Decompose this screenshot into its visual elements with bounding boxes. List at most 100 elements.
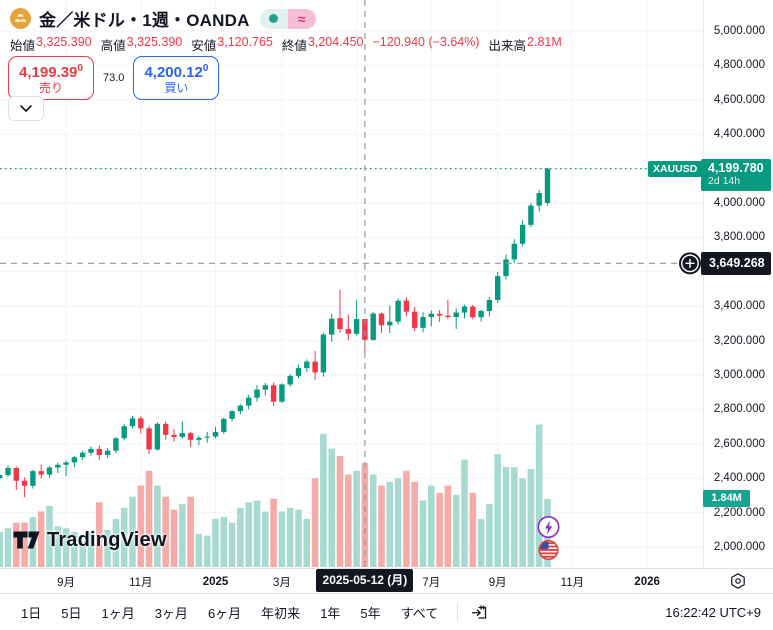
range-button-すべて[interactable]: すべて — [392, 599, 448, 626]
candle — [121, 426, 127, 439]
volume-bar — [96, 502, 103, 567]
close-label: 終値 — [281, 39, 307, 53]
collapse-panel-button[interactable] — [8, 96, 44, 121]
range-button-3ヶ月[interactable]: 3ヶ月 — [146, 599, 197, 626]
gold-instrument-icon[interactable] — [10, 8, 31, 29]
volume-bar — [179, 504, 186, 567]
candle — [387, 321, 393, 326]
candle — [420, 317, 426, 328]
range-button-6ヶ月[interactable]: 6ヶ月 — [199, 599, 250, 626]
candle — [13, 468, 19, 481]
price-axis[interactable]: 5,000.000 4,800.000 4,600.000 4,400.000 4,00… — [703, 0, 773, 568]
crosshair-date-badge: 2025-05-12 (月) — [316, 569, 414, 592]
volume-bar — [328, 448, 335, 567]
price-tick-label: 2,400.000 — [713, 472, 765, 485]
candle — [71, 457, 78, 463]
candle — [80, 452, 86, 458]
symbol-title[interactable]: 金／米ドル・1週・OANDA — [39, 11, 250, 30]
price-tick-label: 5,000.000 — [713, 25, 765, 37]
candle — [295, 368, 302, 376]
economic-event-us-flag-icon[interactable] — [538, 539, 559, 561]
candle — [104, 450, 111, 455]
range-button-1年[interactable]: 1年 — [311, 599, 349, 626]
candle — [21, 480, 28, 486]
candle — [55, 464, 61, 468]
volume-bar — [311, 478, 319, 567]
volume-bar — [278, 511, 286, 567]
volume-bar — [145, 470, 153, 567]
crosshair-plus-button[interactable] — [679, 252, 701, 275]
volume-bar — [129, 496, 136, 567]
price-chart-canvas[interactable] — [0, 0, 703, 568]
candle — [204, 436, 210, 438]
volume-bar — [527, 468, 535, 567]
volume-layer — [0, 424, 551, 567]
candle — [46, 467, 53, 475]
range-button-1日[interactable]: 1日 — [12, 599, 50, 626]
volume-bar — [62, 528, 70, 567]
volume-label: 出来高 — [488, 39, 527, 53]
range-button-1ヶ月[interactable]: 1ヶ月 — [92, 599, 143, 626]
candle — [5, 468, 11, 476]
price-tick-label: 2,600.000 — [713, 437, 765, 450]
range-button-年初来[interactable]: 年初来 — [252, 599, 309, 626]
volume-bar — [394, 478, 402, 567]
candle — [511, 243, 517, 260]
range-button-5年[interactable]: 5年 — [351, 599, 389, 626]
candle — [212, 431, 219, 437]
volume-bar — [203, 535, 211, 567]
market-open-indicator — [259, 8, 288, 29]
candle — [221, 418, 227, 432]
volume-bar — [303, 518, 311, 567]
candle — [304, 361, 310, 369]
economic-event-lightning-icon[interactable] — [537, 515, 560, 539]
volume-bar — [87, 531, 95, 567]
volume-bar — [502, 467, 510, 567]
last-price-badge[interactable]: 4,199.780 2d 14h — [701, 158, 771, 191]
volume-bar — [419, 500, 427, 567]
low-value: 3,120.765 — [217, 35, 273, 49]
volume-bar — [535, 424, 543, 567]
volume-bar — [137, 485, 145, 567]
candle — [96, 448, 102, 455]
sell-label: 売り — [38, 81, 63, 95]
volume-bar — [237, 507, 244, 567]
candle — [279, 384, 285, 402]
volume-bar — [444, 485, 452, 567]
candle — [229, 411, 235, 419]
scales-settings-icon[interactable] — [729, 572, 747, 590]
candle — [0, 475, 3, 479]
candle — [503, 259, 509, 277]
bottom-toolbar: 1日 5日 1ヶ月 3ヶ月 6ヶ月 年初来 1年 5年 すべて 16:22:42 UTC+9 — [0, 593, 773, 630]
volume-bar — [120, 507, 128, 567]
candle — [519, 224, 526, 244]
price-tick-label: 4,000.000 — [713, 197, 765, 209]
candle — [461, 306, 468, 313]
candle — [445, 315, 451, 318]
sell-price: 4,199.39 — [19, 64, 78, 81]
candle — [495, 276, 501, 301]
volume-bar — [170, 509, 178, 567]
buy-button[interactable]: 4,200.120 買い — [133, 56, 220, 100]
candle — [312, 361, 318, 373]
volume-bar — [361, 463, 369, 567]
candle — [378, 313, 385, 326]
time-tick-label: 11月 — [560, 576, 585, 589]
toolbar-divider — [457, 602, 459, 622]
chevron-down-icon — [20, 105, 32, 112]
volume-bar — [353, 470, 360, 567]
volume-bar — [486, 504, 493, 567]
price-tick-label: 2,800.000 — [713, 403, 765, 416]
market-status-badge[interactable]: ≈ — [259, 8, 316, 29]
volume-bar — [262, 511, 269, 567]
candles-layer — [0, 167, 551, 498]
candle — [362, 319, 368, 340]
sell-button[interactable]: 4,199.390 売り — [8, 56, 94, 100]
buy-pip: 0 — [202, 63, 209, 74]
range-button-5日[interactable]: 5日 — [52, 599, 90, 626]
candle — [470, 306, 476, 318]
candle — [337, 318, 343, 330]
session-clock[interactable]: 16:22:42 UTC+9 — [665, 604, 761, 620]
go-to-date-button[interactable] — [468, 601, 490, 623]
